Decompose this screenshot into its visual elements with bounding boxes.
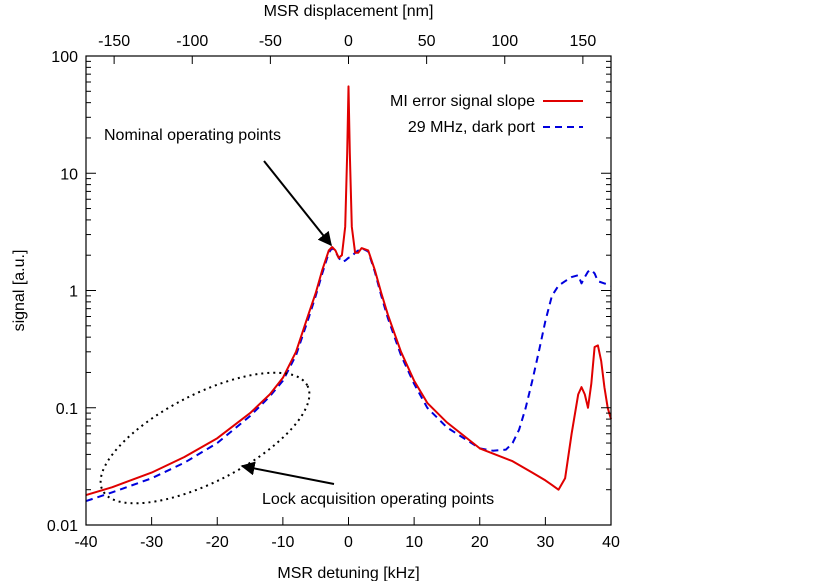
dark-port-series-line [85, 247, 612, 503]
annotation-layer: Nominal operating points Lock acquisition… [99, 127, 494, 508]
annotation-arrow-lock [240, 461, 335, 485]
y-tick-label: 1 [69, 284, 78, 301]
y-tick-label: 0.01 [47, 518, 78, 535]
series-layer [85, 85, 612, 503]
top-x-tick-label: -50 [259, 33, 282, 50]
y-tick-label: 10 [60, 166, 78, 183]
top-x-tick-label: 100 [491, 33, 518, 50]
x-tick-label: 30 [536, 534, 554, 551]
top-x-tick-label: -150 [98, 33, 130, 50]
x-tick-label: -40 [74, 534, 97, 551]
top-x-tick-label: 0 [344, 33, 353, 50]
x-tick-label: 10 [405, 534, 423, 551]
annotation-arrow-nominal [263, 160, 332, 247]
top-x-tick-label: 50 [418, 33, 436, 50]
x-tick-label: -20 [206, 534, 229, 551]
x-tick-label: -30 [140, 534, 163, 551]
top-x-tick-label: -100 [176, 33, 208, 50]
x-tick-label: -10 [271, 534, 294, 551]
y-tick-label: 0.1 [56, 401, 78, 418]
legend-label: 29 MHz, dark port [408, 119, 536, 136]
y-axis-title: signal [a.u.] [11, 250, 28, 332]
top-x-axis-title: MSR displacement [nm] [264, 3, 434, 20]
top-x-tick-label: 150 [570, 33, 597, 50]
legend: MI error signal slope 29 MHz, dark port [390, 93, 583, 136]
x-tick-label: 0 [344, 534, 353, 551]
lock-acquisition-ellipse [99, 371, 311, 505]
mi-error-series-line [85, 85, 612, 497]
y-tick-label: 100 [51, 49, 78, 66]
annotation-lock-acquisition: Lock acquisition operating points [262, 491, 494, 508]
tick-layer: -40 -30 -20 -10 0 10 20 30 40-150 -100 -50 0 50 100 15… [47, 33, 620, 551]
annotation-nominal: Nominal operating points [104, 127, 281, 144]
x-tick-label: 20 [471, 534, 489, 551]
legend-label: MI error signal slope [390, 93, 535, 110]
x-tick-label: 40 [602, 534, 620, 551]
x-axis-title: MSR detuning [kHz] [277, 565, 419, 581]
